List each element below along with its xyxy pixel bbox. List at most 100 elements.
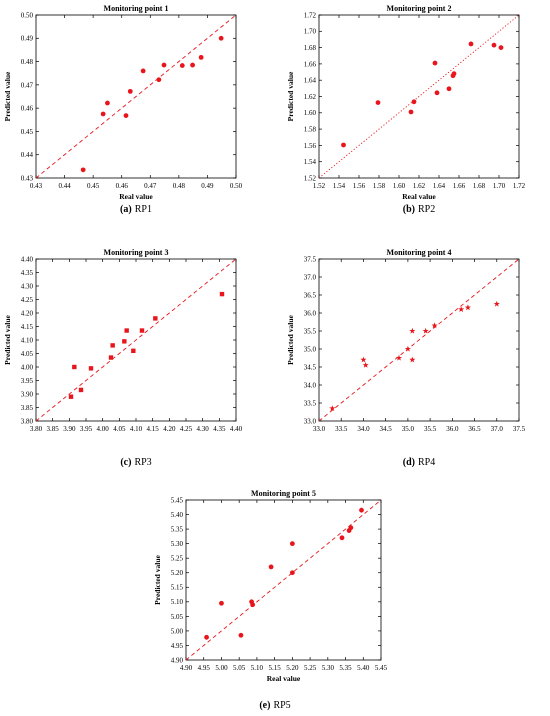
y-tick-label: 4.30 (21, 282, 34, 290)
panel-caption-text: RP4 (418, 457, 435, 468)
data-point (339, 535, 345, 541)
x-tick-label: 0.44 (58, 182, 71, 190)
x-tick-label: 1.72 (513, 182, 526, 190)
panel-caption: (d) RP4 (403, 457, 435, 468)
scatter-panel-5: 4.90 4.95 5.00 5.05 5.10 5.15 5.20 5.25 5.30 5.35… (153, 489, 388, 711)
y-tick-label: 1.68 (304, 44, 317, 52)
data-point (268, 564, 274, 570)
chart-title: Monitoring point 5 (251, 489, 316, 498)
y-tick-label: 33.5 (304, 399, 317, 407)
data-point (360, 356, 367, 363)
x-tick-label: 5.25 (304, 664, 317, 672)
y-tick-label: 4.40 (21, 255, 34, 263)
data-point (431, 322, 438, 329)
y-tick-label: 1.52 (304, 174, 317, 182)
y-axis-label: Predicted value (3, 71, 12, 121)
y-tick-label: 3.85 (21, 404, 34, 412)
x-tick-label: 4.35 (213, 425, 226, 433)
reference-line (318, 258, 520, 422)
y-tick-label: 34.0 (304, 381, 317, 389)
x-tick-label: 1.56 (353, 182, 366, 190)
data-point (498, 45, 504, 50)
x-tick-label: 5.40 (357, 664, 370, 672)
y-tick-label: 33.0 (304, 417, 317, 425)
data-point (110, 343, 115, 348)
data-point (250, 602, 256, 608)
data-point (395, 354, 403, 361)
data-point (123, 113, 129, 118)
y-tick-label: 5.45 (171, 496, 184, 504)
y-tick-label: 1.54 (304, 158, 317, 166)
x-tick-label: 36.5 (468, 425, 481, 433)
data-point (409, 356, 416, 363)
y-tick-label: 1.66 (304, 60, 317, 68)
y-tick-label: 0.43 (21, 174, 34, 182)
data-point (131, 348, 136, 353)
data-point (204, 634, 209, 640)
x-tick-label: 1.58 (373, 182, 386, 190)
y-tick-label: 0.46 (21, 105, 34, 113)
y-tick-label: 4.90 (171, 656, 184, 664)
x-tick-label: 1.68 (473, 182, 486, 190)
chart-title: Monitoring point 2 (387, 4, 452, 13)
x-tick-label: 1.64 (433, 182, 446, 190)
x-tick-label: 1.52 (313, 182, 326, 190)
x-tick-label: 5.10 (251, 664, 264, 672)
data-point (153, 316, 158, 321)
panel-caption-text: RP1 (135, 204, 152, 215)
panel-caption: (a) RP1 (120, 204, 152, 215)
data-point (409, 327, 416, 334)
data-point (464, 304, 471, 311)
x-tick-label: 5.20 (286, 664, 299, 672)
reference-line (35, 258, 237, 422)
data-point (140, 68, 146, 74)
reference-line (185, 499, 382, 661)
y-tick-label: 1.72 (304, 11, 317, 19)
x-tick-label: 0.43 (30, 182, 43, 190)
chart-title: Monitoring point 1 (104, 4, 169, 13)
chart-title: Monitoring point 3 (104, 248, 169, 257)
data-point (359, 507, 364, 513)
data-point (422, 327, 429, 334)
data-point (219, 291, 225, 297)
x-tick-label: 1.66 (453, 182, 466, 190)
x-tick-label: 1.70 (493, 182, 506, 190)
panel-caption: (c) RP3 (120, 457, 151, 468)
x-tick-label: 36.0 (446, 425, 459, 433)
data-point (491, 42, 497, 48)
scatter-panel-1: 0.43 0.44 0.45 0.46 0.47 0.48 0.49 0.50 0.43 0.44… (3, 4, 243, 215)
x-tick-label: 4.25 (180, 425, 193, 433)
y-tick-label: 5.35 (171, 525, 184, 533)
x-tick-label: 35.0 (402, 425, 415, 433)
reference-line (35, 14, 237, 179)
x-tick-label: 0.49 (201, 182, 214, 190)
y-axis-label: Predicted value (286, 315, 295, 365)
panel-caption-letter: (c) (120, 457, 131, 468)
x-axis-label: Real value (119, 192, 153, 201)
plot-frame (318, 258, 520, 422)
y-tick-label: 0.48 (21, 58, 34, 66)
data-point (375, 100, 381, 106)
y-tick-label: 0.49 (21, 35, 34, 43)
panel-caption-letter: (b) (403, 204, 415, 215)
y-tick-label: 4.10 (21, 336, 34, 344)
x-tick-label: 4.40 (230, 425, 243, 433)
chart-title: Monitoring point 4 (387, 248, 452, 257)
x-tick-label: 1.60 (393, 182, 406, 190)
x-tick-label: 3.90 (63, 425, 76, 433)
data-point (493, 300, 500, 307)
panel-caption-text: RP5 (273, 700, 290, 711)
y-tick-label: 0.50 (21, 11, 34, 19)
x-tick-label: 0.45 (87, 182, 100, 190)
x-tick-label: 3.80 (30, 425, 43, 433)
data-point (348, 525, 354, 531)
data-point (458, 306, 465, 312)
y-tick-label: 1.56 (304, 142, 317, 150)
x-axis-label: Real value (267, 674, 301, 683)
data-point (432, 60, 438, 66)
data-point (100, 111, 106, 117)
y-tick-label: 4.95 (171, 642, 184, 650)
data-point (68, 394, 74, 399)
panel-caption-letter: (e) (259, 700, 270, 711)
